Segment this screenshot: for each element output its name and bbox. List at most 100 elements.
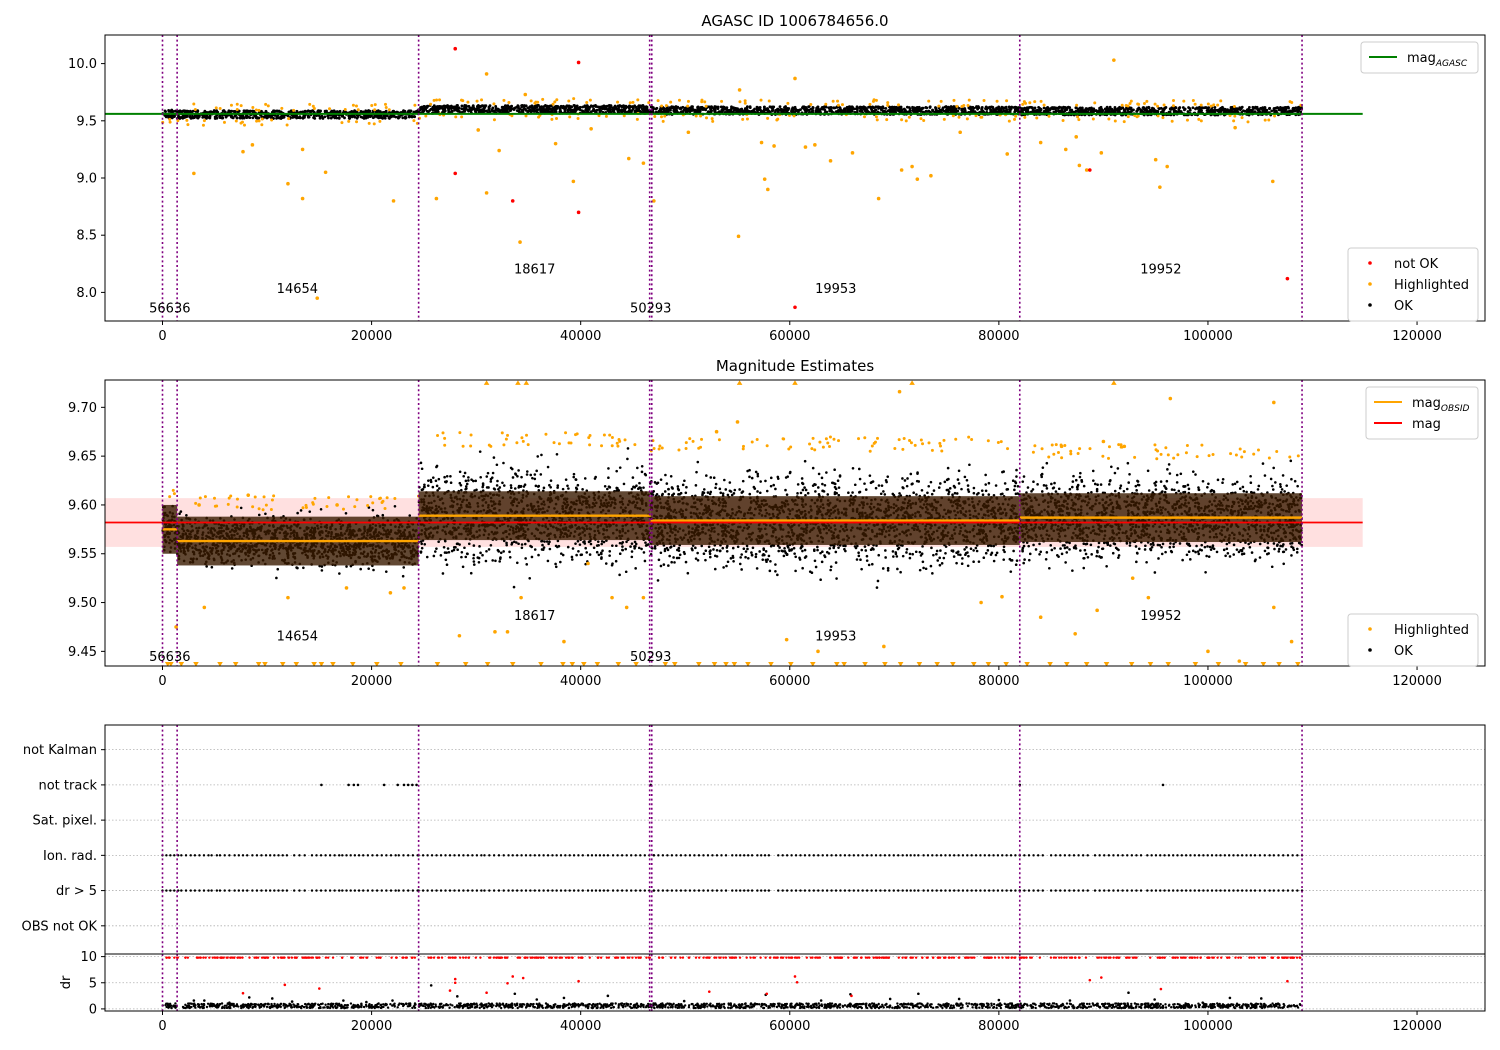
highlighted-point [413, 103, 417, 107]
legend-marker-swatch [1368, 261, 1372, 265]
x-tick-label: 20000 [351, 329, 392, 344]
highlighted-point [354, 104, 358, 108]
not-ok-point [1285, 276, 1290, 281]
highlighted-point [378, 119, 382, 123]
ok-point [823, 105, 827, 108]
highlighted-point [218, 107, 222, 111]
highlighted-point [250, 143, 255, 147]
ok-point [586, 110, 590, 114]
highlighted-point [186, 123, 190, 127]
ok-point [491, 109, 494, 112]
ok-point [251, 116, 255, 120]
ok-point [276, 567, 280, 571]
highlighted-point [966, 103, 970, 107]
ok-point [1250, 110, 1254, 114]
ok-point [1273, 110, 1277, 113]
ok-point [553, 108, 556, 112]
ok-point [248, 110, 251, 114]
ok-point [1089, 110, 1093, 114]
legend-label-text: not OK [1394, 257, 1439, 272]
ok-point [530, 109, 534, 113]
highlighted-point [553, 141, 558, 146]
ok-point [438, 106, 441, 110]
ok-point [861, 106, 865, 110]
ok-point [398, 115, 401, 119]
ok-point [884, 110, 888, 114]
ok-point [353, 109, 356, 113]
ok-point [1127, 110, 1131, 114]
highlighted-point [1182, 99, 1186, 103]
ok-point [344, 512, 348, 515]
ok-point [1045, 106, 1049, 110]
legend-label-text: Highlighted [1394, 278, 1469, 293]
ok-point [714, 105, 718, 109]
highlighted-point [266, 104, 270, 108]
ok-point [953, 107, 957, 111]
highlighted-point [686, 104, 690, 108]
highlighted-point [766, 187, 770, 192]
ok-point [248, 116, 252, 120]
ok-point [1283, 110, 1287, 113]
highlighted-point [1156, 104, 1160, 108]
highlighted-point [523, 92, 528, 97]
highlighted-point [669, 100, 673, 104]
highlighted-point [1172, 99, 1176, 103]
ok-point [764, 108, 768, 112]
ok-point [690, 109, 694, 112]
highlighted-point [270, 118, 274, 122]
ok-point [333, 116, 337, 120]
ok-point [1063, 109, 1067, 113]
highlighted-point [1076, 115, 1080, 119]
ok-point [630, 550, 634, 553]
highlighted-point [1021, 102, 1025, 106]
highlighted-point [466, 100, 470, 104]
ok-point [323, 115, 327, 119]
ok-point [1064, 106, 1068, 110]
ok-point [995, 107, 999, 111]
highlighted-point [384, 105, 388, 109]
ok-point [1140, 109, 1144, 112]
highlighted-point [900, 118, 904, 122]
highlighted-point [484, 72, 489, 76]
ok-point [559, 109, 562, 113]
ok-point [778, 105, 782, 109]
ok-point [797, 108, 801, 112]
ok-point [1137, 106, 1141, 110]
ok-point [484, 104, 488, 108]
highlighted-point [886, 103, 890, 107]
ok-point [535, 110, 539, 114]
ok-point [464, 479, 468, 483]
ok-point [471, 105, 475, 109]
ok-point [407, 115, 411, 119]
highlighted-point [328, 107, 332, 111]
ok-point [1059, 110, 1063, 114]
highlighted-point [876, 196, 881, 201]
ok-point [642, 110, 646, 114]
highlighted-point [915, 177, 920, 181]
ok-point [928, 105, 932, 109]
ok-point [585, 106, 588, 110]
ok-point [375, 114, 379, 118]
ok-point [361, 116, 364, 119]
highlighted-point [652, 199, 656, 203]
ok-point [591, 109, 595, 112]
highlighted-point [1014, 114, 1018, 118]
ok-point [1252, 106, 1256, 110]
highlighted-point [589, 127, 593, 131]
ok-point [838, 106, 842, 110]
ok-point [442, 104, 446, 108]
highlighted-point [1107, 117, 1111, 121]
ok-point [1061, 110, 1065, 114]
ok-point [602, 105, 606, 109]
ok-point [830, 109, 834, 113]
ok-point [510, 104, 514, 108]
ok-point [747, 109, 751, 113]
highlighted-point [571, 179, 576, 184]
ok-point [496, 107, 500, 111]
ok-point [512, 108, 516, 111]
highlighted-point [1023, 115, 1027, 119]
ok-point [177, 115, 181, 118]
ok-point [1113, 106, 1117, 109]
ok-point [563, 106, 567, 110]
ok-point [185, 513, 188, 517]
